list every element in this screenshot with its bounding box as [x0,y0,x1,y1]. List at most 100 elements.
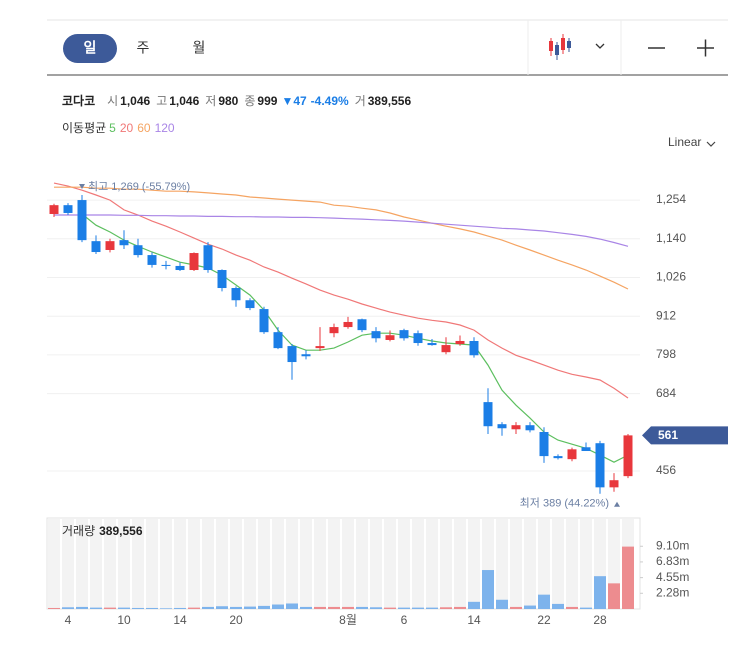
chart-type-button[interactable] [549,34,571,60]
volume-bar [566,606,578,609]
candle-body [525,425,535,431]
quote-part: 1,046 [169,94,199,108]
quote-part: 거 [355,94,366,108]
quote-part: 시 [107,94,118,108]
x-tick-label: 20 [229,613,243,627]
quote-part: 999 [257,94,277,108]
scale-mode[interactable]: Linear [668,135,701,149]
y-tick-label: 1,026 [656,270,686,284]
volume-bar [384,607,396,609]
candle-body [539,431,549,457]
last-price-tag [642,426,728,445]
quote-part: 1,046 [120,94,150,108]
candle-body [399,330,409,339]
quote-part: 저 [205,94,216,108]
volume-bar [48,607,60,609]
x-tick-label: 14 [467,613,481,627]
y-tick-label: 912 [656,308,676,322]
candle-body [427,343,437,346]
volume-bar [608,583,620,609]
candle-body [77,200,87,241]
candle-body [287,346,297,363]
candle-body [329,327,339,334]
legend-entry: 120 [155,121,175,135]
x-tick-label: 8월 [339,613,357,627]
volume-bar [552,603,564,609]
candle-body [553,456,563,459]
candle-body [315,346,325,349]
ma-line [54,214,629,247]
volume-bar [580,607,592,609]
quote-part: -4.49% [311,94,349,108]
candle-body [161,264,171,266]
volume-bar [90,607,102,609]
volume-bar [356,606,368,609]
volume-bar [230,606,242,609]
candle-body [259,309,269,333]
volume-title-value: 389,556 [99,524,143,538]
legend-label: 이동평균 [62,121,106,135]
moving-average-legend: 이동평균 5 20 60 120 [62,121,175,135]
volume-bar [328,606,340,609]
volume-bar [244,606,256,609]
volume-bar [286,603,298,609]
period-tab[interactable]: 월 [193,40,206,56]
volume-bar [342,606,354,609]
candle-body [441,345,451,353]
legend-entry: 60 [137,121,151,135]
quote-part: 종 [244,94,255,108]
volume-bar [118,607,130,609]
y-tick-label: 9.10m [656,538,689,552]
volume-bar [468,601,480,609]
zoom-in-button[interactable] [697,39,714,57]
candle-body [133,245,143,256]
quote-line: 코다코 시 1,046 고 1,046 저 980 종 999 ▼47 -4.49% 거 389,556 [62,93,411,108]
volume-bar [622,546,634,609]
quote-part: 코다코 [62,93,95,108]
candle-body [385,335,395,340]
selected-tab-bg[interactable] [63,34,117,63]
candle-body [497,424,507,429]
scale-mode-dropdown[interactable]: Linear [668,135,716,149]
x-tick-label: 14 [173,613,187,627]
volume-bar [160,608,172,609]
candle-body [147,255,157,265]
x-tick-label: 10 [117,613,131,627]
candle-body [91,241,101,253]
period-tab[interactable]: 주 [137,40,150,56]
y-tick-label: 1,254 [656,192,686,206]
legend-entry: 20 [120,121,134,135]
ma-line [81,213,629,463]
chart-type-dropdown[interactable] [595,43,605,49]
candle-body [455,340,465,345]
quote-part: 고 [156,94,167,108]
volume-bar [216,606,228,609]
volume-bar [510,606,522,609]
candle-body [357,319,367,331]
low-annotation: 최저 389 (44.22%) [520,497,609,510]
y-tick-label: 6.83m [656,554,689,568]
volume-bar [62,607,74,609]
candle-body [595,443,605,488]
volume-title-label: 거래량 [62,524,95,538]
volume-bar [314,606,326,609]
candle-body [175,265,185,271]
high-marker [79,183,85,189]
quote-part: ▼47 [281,94,307,108]
candle-body [105,241,115,250]
high-annotation: 최고 1,269 (-55.79%) [88,180,190,193]
volume-bar [146,607,158,609]
candle-body [119,240,129,246]
volume-bar [202,606,214,609]
price-chart: 456 684 798 912 1,026 1,140 1,254 최고 1,269 (-55… [47,180,728,510]
candle-body [469,340,479,356]
low-marker [614,501,620,507]
volume-bar [440,607,452,609]
candle-body [567,449,577,460]
volume-bar [412,607,424,609]
period-tab[interactable]: 일 [84,40,97,56]
y-tick-label: 456 [656,463,676,477]
